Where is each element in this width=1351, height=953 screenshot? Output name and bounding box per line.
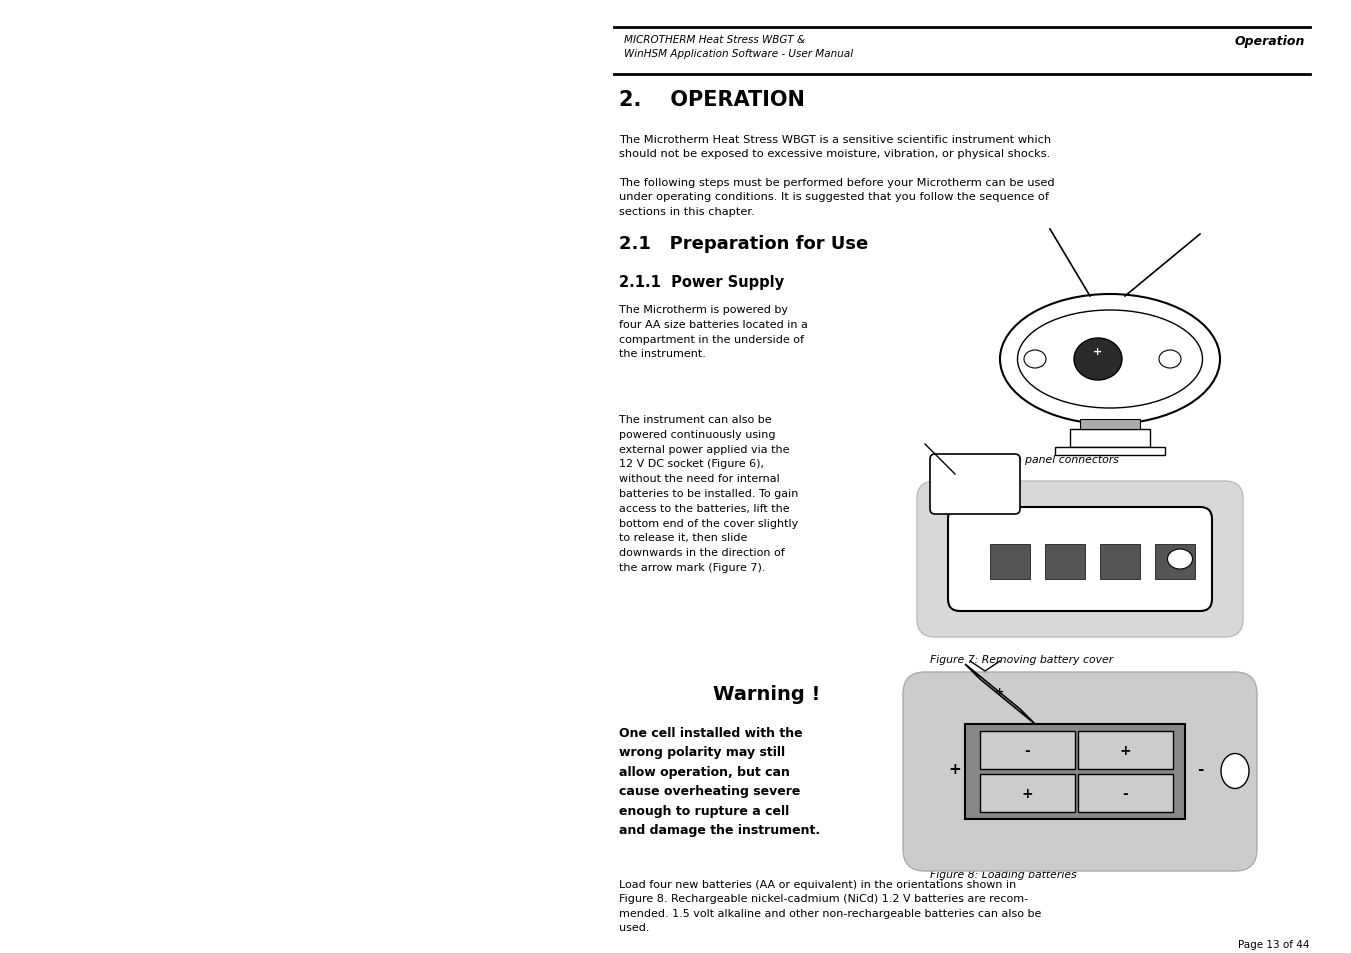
Bar	[979, 774, 1075, 812]
Text: Operation: Operation	[1235, 35, 1305, 48]
Text: -: -	[1197, 761, 1204, 777]
Ellipse shape	[1159, 351, 1181, 369]
Text: Figure 7: Removing battery cover: Figure 7: Removing battery cover	[929, 655, 1113, 664]
FancyBboxPatch shape	[917, 481, 1243, 638]
FancyBboxPatch shape	[902, 672, 1256, 871]
Bar	[1155, 544, 1196, 579]
Text: +: +	[996, 686, 1005, 697]
FancyBboxPatch shape	[929, 455, 1020, 515]
Ellipse shape	[1074, 338, 1121, 380]
Text: The following steps must be performed before your Microtherm can be used
under o: The following steps must be performed be…	[619, 178, 1055, 216]
Text: MICROTHERM Heat Stress WBGT &
WinHSM Application Software - User Manual: MICROTHERM Heat Stress WBGT & WinHSM App…	[624, 35, 852, 59]
Text: -: -	[1123, 786, 1128, 801]
Text: +: +	[1119, 743, 1131, 758]
Bar	[990, 544, 1029, 579]
Bar	[1078, 731, 1173, 769]
Text: Figure 6: Bottom panel connectors: Figure 6: Bottom panel connectors	[929, 455, 1119, 464]
Text: +: +	[1093, 347, 1102, 356]
Text: 2.1.1  Power Supply: 2.1.1 Power Supply	[619, 274, 784, 290]
Text: Rechargeable batteries may be supplied by Casella CEL in a discharged state.
In : Rechargeable batteries may be supplied b…	[619, 889, 1055, 953]
Bar	[1079, 419, 1140, 430]
Text: Page 13 of 44: Page 13 of 44	[1239, 939, 1310, 949]
Text: The instrument can also be
powered continuously using
external power applied via: The instrument can also be powered conti…	[619, 415, 798, 573]
Bar	[1046, 544, 1085, 579]
Polygon shape	[965, 664, 1035, 724]
Text: The Microtherm is powered by
four AA size batteries located in a
compartment in : The Microtherm is powered by four AA siz…	[619, 305, 808, 359]
Ellipse shape	[1017, 311, 1202, 409]
Text: Warning !: Warning !	[713, 684, 820, 703]
Bar	[965, 724, 1185, 820]
Bar	[1055, 448, 1165, 456]
Text: The Microtherm Heat Stress WBGT is a sensitive scientific instrument which
shoul: The Microtherm Heat Stress WBGT is a sen…	[619, 135, 1051, 159]
Ellipse shape	[1167, 550, 1193, 569]
Text: +: +	[1021, 786, 1032, 801]
Ellipse shape	[1024, 351, 1046, 369]
Text: 2.    OPERATION: 2. OPERATION	[619, 90, 805, 110]
Text: 2.1   Preparation for Use: 2.1 Preparation for Use	[619, 234, 869, 253]
Bar	[979, 731, 1075, 769]
Text: -: -	[1024, 743, 1029, 758]
FancyBboxPatch shape	[948, 507, 1212, 612]
Bar	[1100, 544, 1140, 579]
Text: Load four new batteries (AA or equivalent) in the orientations shown in
Figure 8: Load four new batteries (AA or equivalen…	[619, 879, 1042, 932]
Ellipse shape	[1000, 294, 1220, 424]
Bar	[1078, 774, 1173, 812]
Text: Figure 8: Loading batteries: Figure 8: Loading batteries	[929, 869, 1077, 879]
Text: One cell installed with the
wrong polarity may still
allow operation, but can
ca: One cell installed with the wrong polari…	[619, 726, 820, 837]
Ellipse shape	[1221, 754, 1250, 789]
Bar	[1070, 430, 1150, 448]
Text: +: +	[948, 761, 962, 777]
